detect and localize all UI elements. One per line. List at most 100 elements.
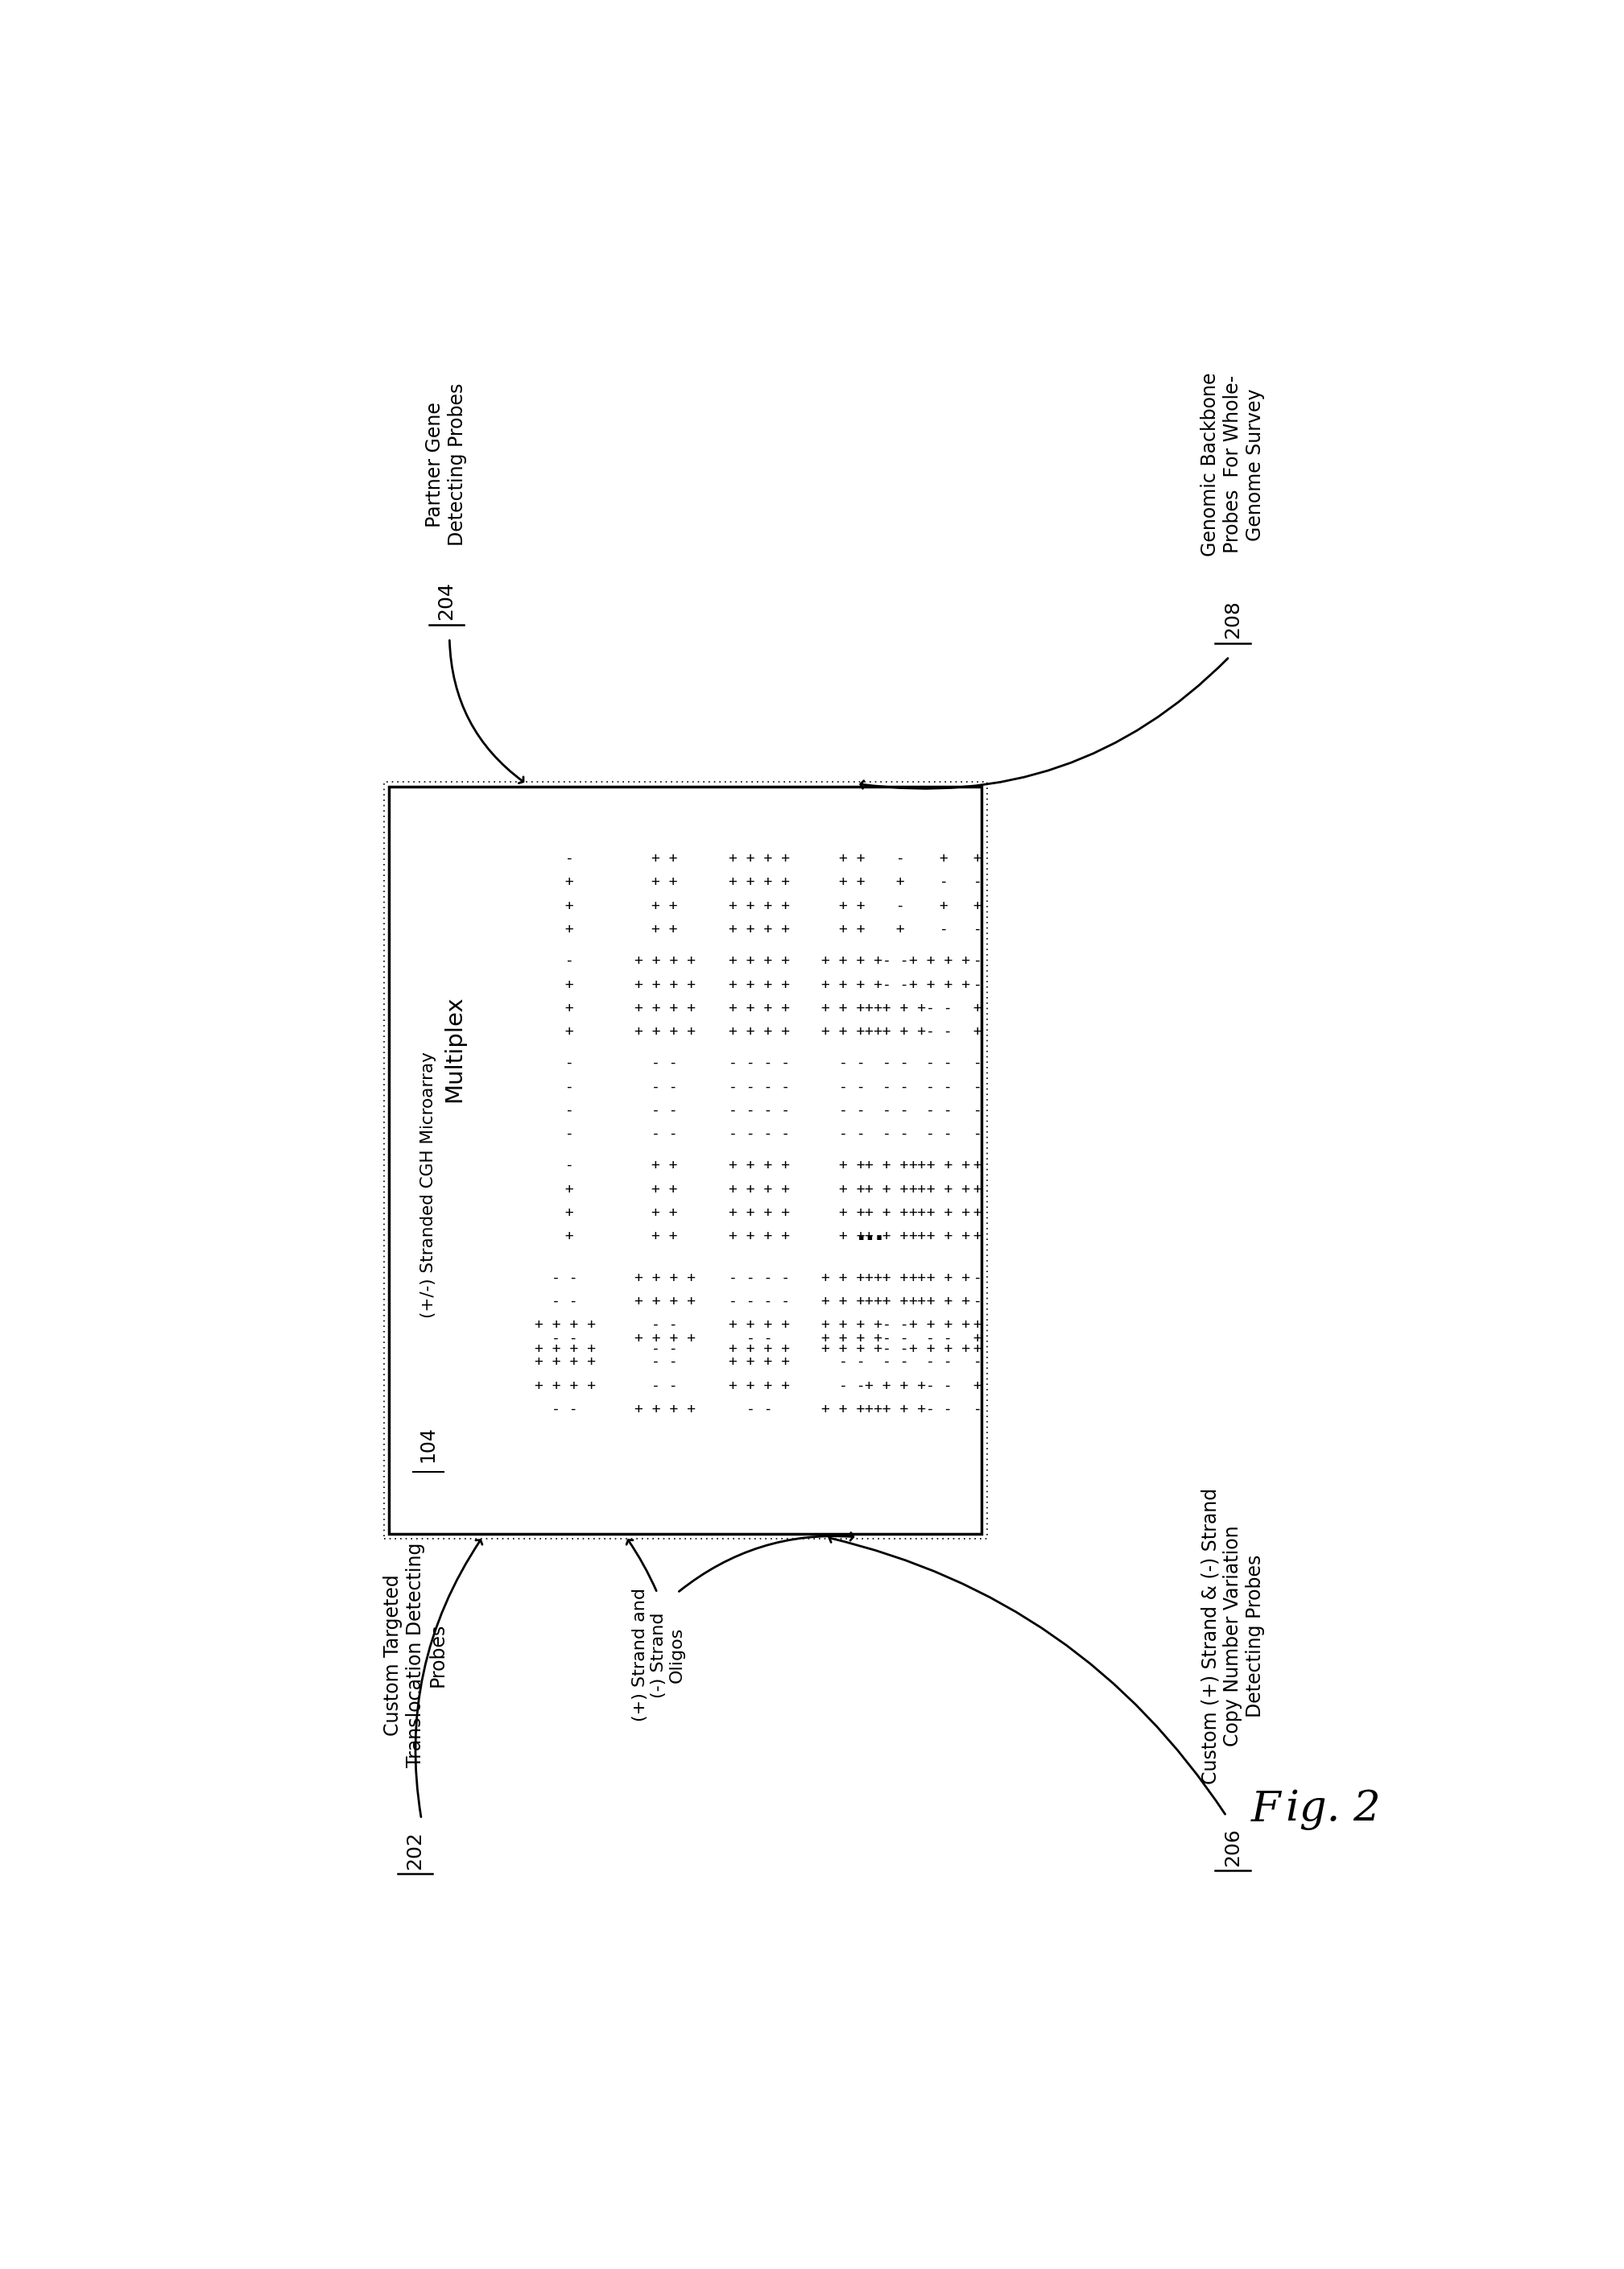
Text: +: + xyxy=(555,1023,573,1039)
Text: + +: + + xyxy=(840,921,866,937)
Text: +: + xyxy=(965,1230,983,1243)
Text: -: - xyxy=(887,851,905,867)
Text: + + + +: + + + + xyxy=(633,978,695,992)
Text: (+/-) Stranded CGH Microarray: (+/-) Stranded CGH Microarray xyxy=(421,1053,437,1318)
Text: 206: 206 xyxy=(1223,1829,1242,1867)
Text: + +: + + xyxy=(840,1230,866,1243)
Text: - -: - - xyxy=(882,1103,909,1116)
Text: + + + +: + + + + xyxy=(909,1318,970,1332)
Text: + + + +: + + + + xyxy=(633,953,695,969)
Text: -: - xyxy=(965,1402,983,1416)
Text: - -: - - xyxy=(882,1125,909,1141)
Text: - -: - - xyxy=(926,1001,952,1014)
Text: +: + xyxy=(555,978,573,992)
Text: - -: - - xyxy=(840,1103,866,1116)
Text: - - - -: - - - - xyxy=(729,1103,791,1116)
Text: + + + +: + + + + xyxy=(534,1318,596,1332)
Text: 104: 104 xyxy=(419,1425,438,1461)
Text: - -: - - xyxy=(882,1355,909,1368)
Text: + + + +: + + + + xyxy=(909,1230,970,1243)
Text: F: F xyxy=(1252,1790,1281,1831)
Text: - -: - - xyxy=(926,1402,952,1416)
Text: + + + +: + + + + xyxy=(729,953,791,969)
Text: -: - xyxy=(555,851,573,867)
Text: + + + +: + + + + xyxy=(729,1355,791,1368)
Text: + +: + + xyxy=(651,899,677,912)
Text: + + + +: + + + + xyxy=(729,1377,791,1393)
Text: +: + xyxy=(887,876,905,889)
Text: +: + xyxy=(887,921,905,937)
Text: + +: + + xyxy=(651,1230,677,1243)
Text: +: + xyxy=(555,921,573,937)
Text: + + + +: + + + + xyxy=(822,1001,882,1014)
Text: + + + +: + + + + xyxy=(729,851,791,867)
Text: + + + +: + + + + xyxy=(633,1001,695,1014)
Text: +: + xyxy=(555,1230,573,1243)
Text: - -: - - xyxy=(882,1080,909,1094)
Text: + + + +: + + + + xyxy=(633,1402,695,1416)
Text: - -: - - xyxy=(552,1271,578,1284)
Text: -: - xyxy=(931,921,948,937)
Text: + + + +: + + + + xyxy=(822,1293,882,1309)
Text: + +: + + xyxy=(651,876,677,889)
Text: -: - xyxy=(555,1157,573,1173)
Text: -: - xyxy=(555,953,573,969)
Text: 202: 202 xyxy=(406,1831,425,1870)
Text: + +: + + xyxy=(651,921,677,937)
Text: Custom Targeted
Translocation Detecting
Probes: Custom Targeted Translocation Detecting … xyxy=(383,1543,447,1768)
Text: + + + +: + + + + xyxy=(729,1341,791,1355)
Text: - -: - - xyxy=(651,1080,677,1094)
Text: - -: - - xyxy=(552,1402,578,1416)
Text: + + + +: + + + + xyxy=(534,1341,596,1355)
Text: +: + xyxy=(965,1157,983,1173)
Text: + + + +: + + + + xyxy=(729,1205,791,1221)
Text: + + + +: + + + + xyxy=(534,1355,596,1368)
Text: +: + xyxy=(965,1377,983,1393)
Text: + +: + + xyxy=(840,1205,866,1221)
Text: -: - xyxy=(931,876,948,889)
Text: - -: - - xyxy=(840,1355,866,1368)
Text: - -: - - xyxy=(840,1125,866,1141)
Text: +: + xyxy=(965,1341,983,1355)
Text: +: + xyxy=(555,876,573,889)
Text: - -: - - xyxy=(651,1318,677,1332)
Text: - -: - - xyxy=(926,1355,952,1368)
Text: - - - -: - - - - xyxy=(729,1055,791,1071)
Text: + + + +: + + + + xyxy=(729,1001,791,1014)
Text: Genomic Backbone
Probes  For Whole-
Genome Survey: Genomic Backbone Probes For Whole- Genom… xyxy=(1200,372,1265,556)
Text: + + + +: + + + + xyxy=(729,1157,791,1173)
Text: + + + +: + + + + xyxy=(822,953,882,969)
Text: -: - xyxy=(965,921,983,937)
Text: + + + +: + + + + xyxy=(822,1341,882,1355)
Text: - -: - - xyxy=(651,1103,677,1116)
Text: + + + +: + + + + xyxy=(534,1377,596,1393)
Text: + + + +: + + + + xyxy=(822,1402,882,1416)
Text: - -: - - xyxy=(926,1023,952,1039)
Text: +: + xyxy=(965,1023,983,1039)
Text: +: + xyxy=(965,1205,983,1221)
Text: + + + +: + + + + xyxy=(909,1341,970,1355)
Text: + + + +: + + + + xyxy=(866,1271,926,1284)
Text: Multiplex: Multiplex xyxy=(443,996,466,1103)
Text: -: - xyxy=(965,953,983,969)
Text: -: - xyxy=(965,978,983,992)
Text: + +: + + xyxy=(651,1205,677,1221)
Text: - -: - - xyxy=(882,1055,909,1071)
Text: -: - xyxy=(965,1055,983,1071)
Text: -: - xyxy=(965,1103,983,1116)
Text: - -: - - xyxy=(747,1332,773,1346)
Text: - -: - - xyxy=(926,1125,952,1141)
Bar xyxy=(390,787,983,1534)
Text: + + + +: + + + + xyxy=(822,1271,882,1284)
Text: + + + +: + + + + xyxy=(909,1182,970,1196)
Text: - -: - - xyxy=(651,1055,677,1071)
Text: -: - xyxy=(555,1080,573,1094)
Text: - - - -: - - - - xyxy=(729,1125,791,1141)
Text: - -: - - xyxy=(926,1055,952,1071)
Text: + +: + + xyxy=(840,876,866,889)
Text: + + + +: + + + + xyxy=(822,1332,882,1346)
Text: - -: - - xyxy=(651,1125,677,1141)
Text: - -: - - xyxy=(882,1341,909,1355)
Text: + + + +: + + + + xyxy=(729,1318,791,1332)
Text: - -: - - xyxy=(651,1377,677,1393)
